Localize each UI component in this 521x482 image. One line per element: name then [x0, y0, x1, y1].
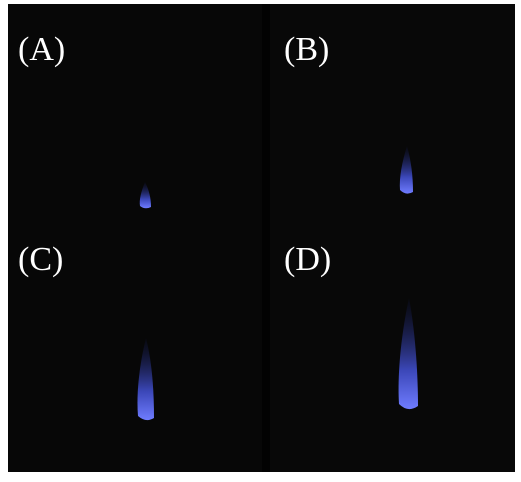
- panel-label: (C): [18, 241, 63, 278]
- figure: (A) (B) (C) (D): [0, 0, 521, 482]
- panel-label: (A): [18, 31, 65, 68]
- divider: [262, 4, 270, 472]
- panel-label: (B): [284, 31, 329, 68]
- panel-label: (D): [284, 241, 331, 278]
